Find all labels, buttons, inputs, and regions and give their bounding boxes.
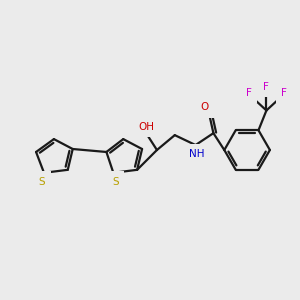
Text: F: F [263, 82, 269, 92]
Text: F: F [281, 88, 287, 98]
Text: S: S [39, 177, 45, 187]
Text: F: F [246, 88, 251, 98]
Text: O: O [200, 102, 208, 112]
Text: NH: NH [189, 149, 204, 159]
Text: S: S [112, 177, 119, 187]
Text: OH: OH [138, 122, 154, 132]
